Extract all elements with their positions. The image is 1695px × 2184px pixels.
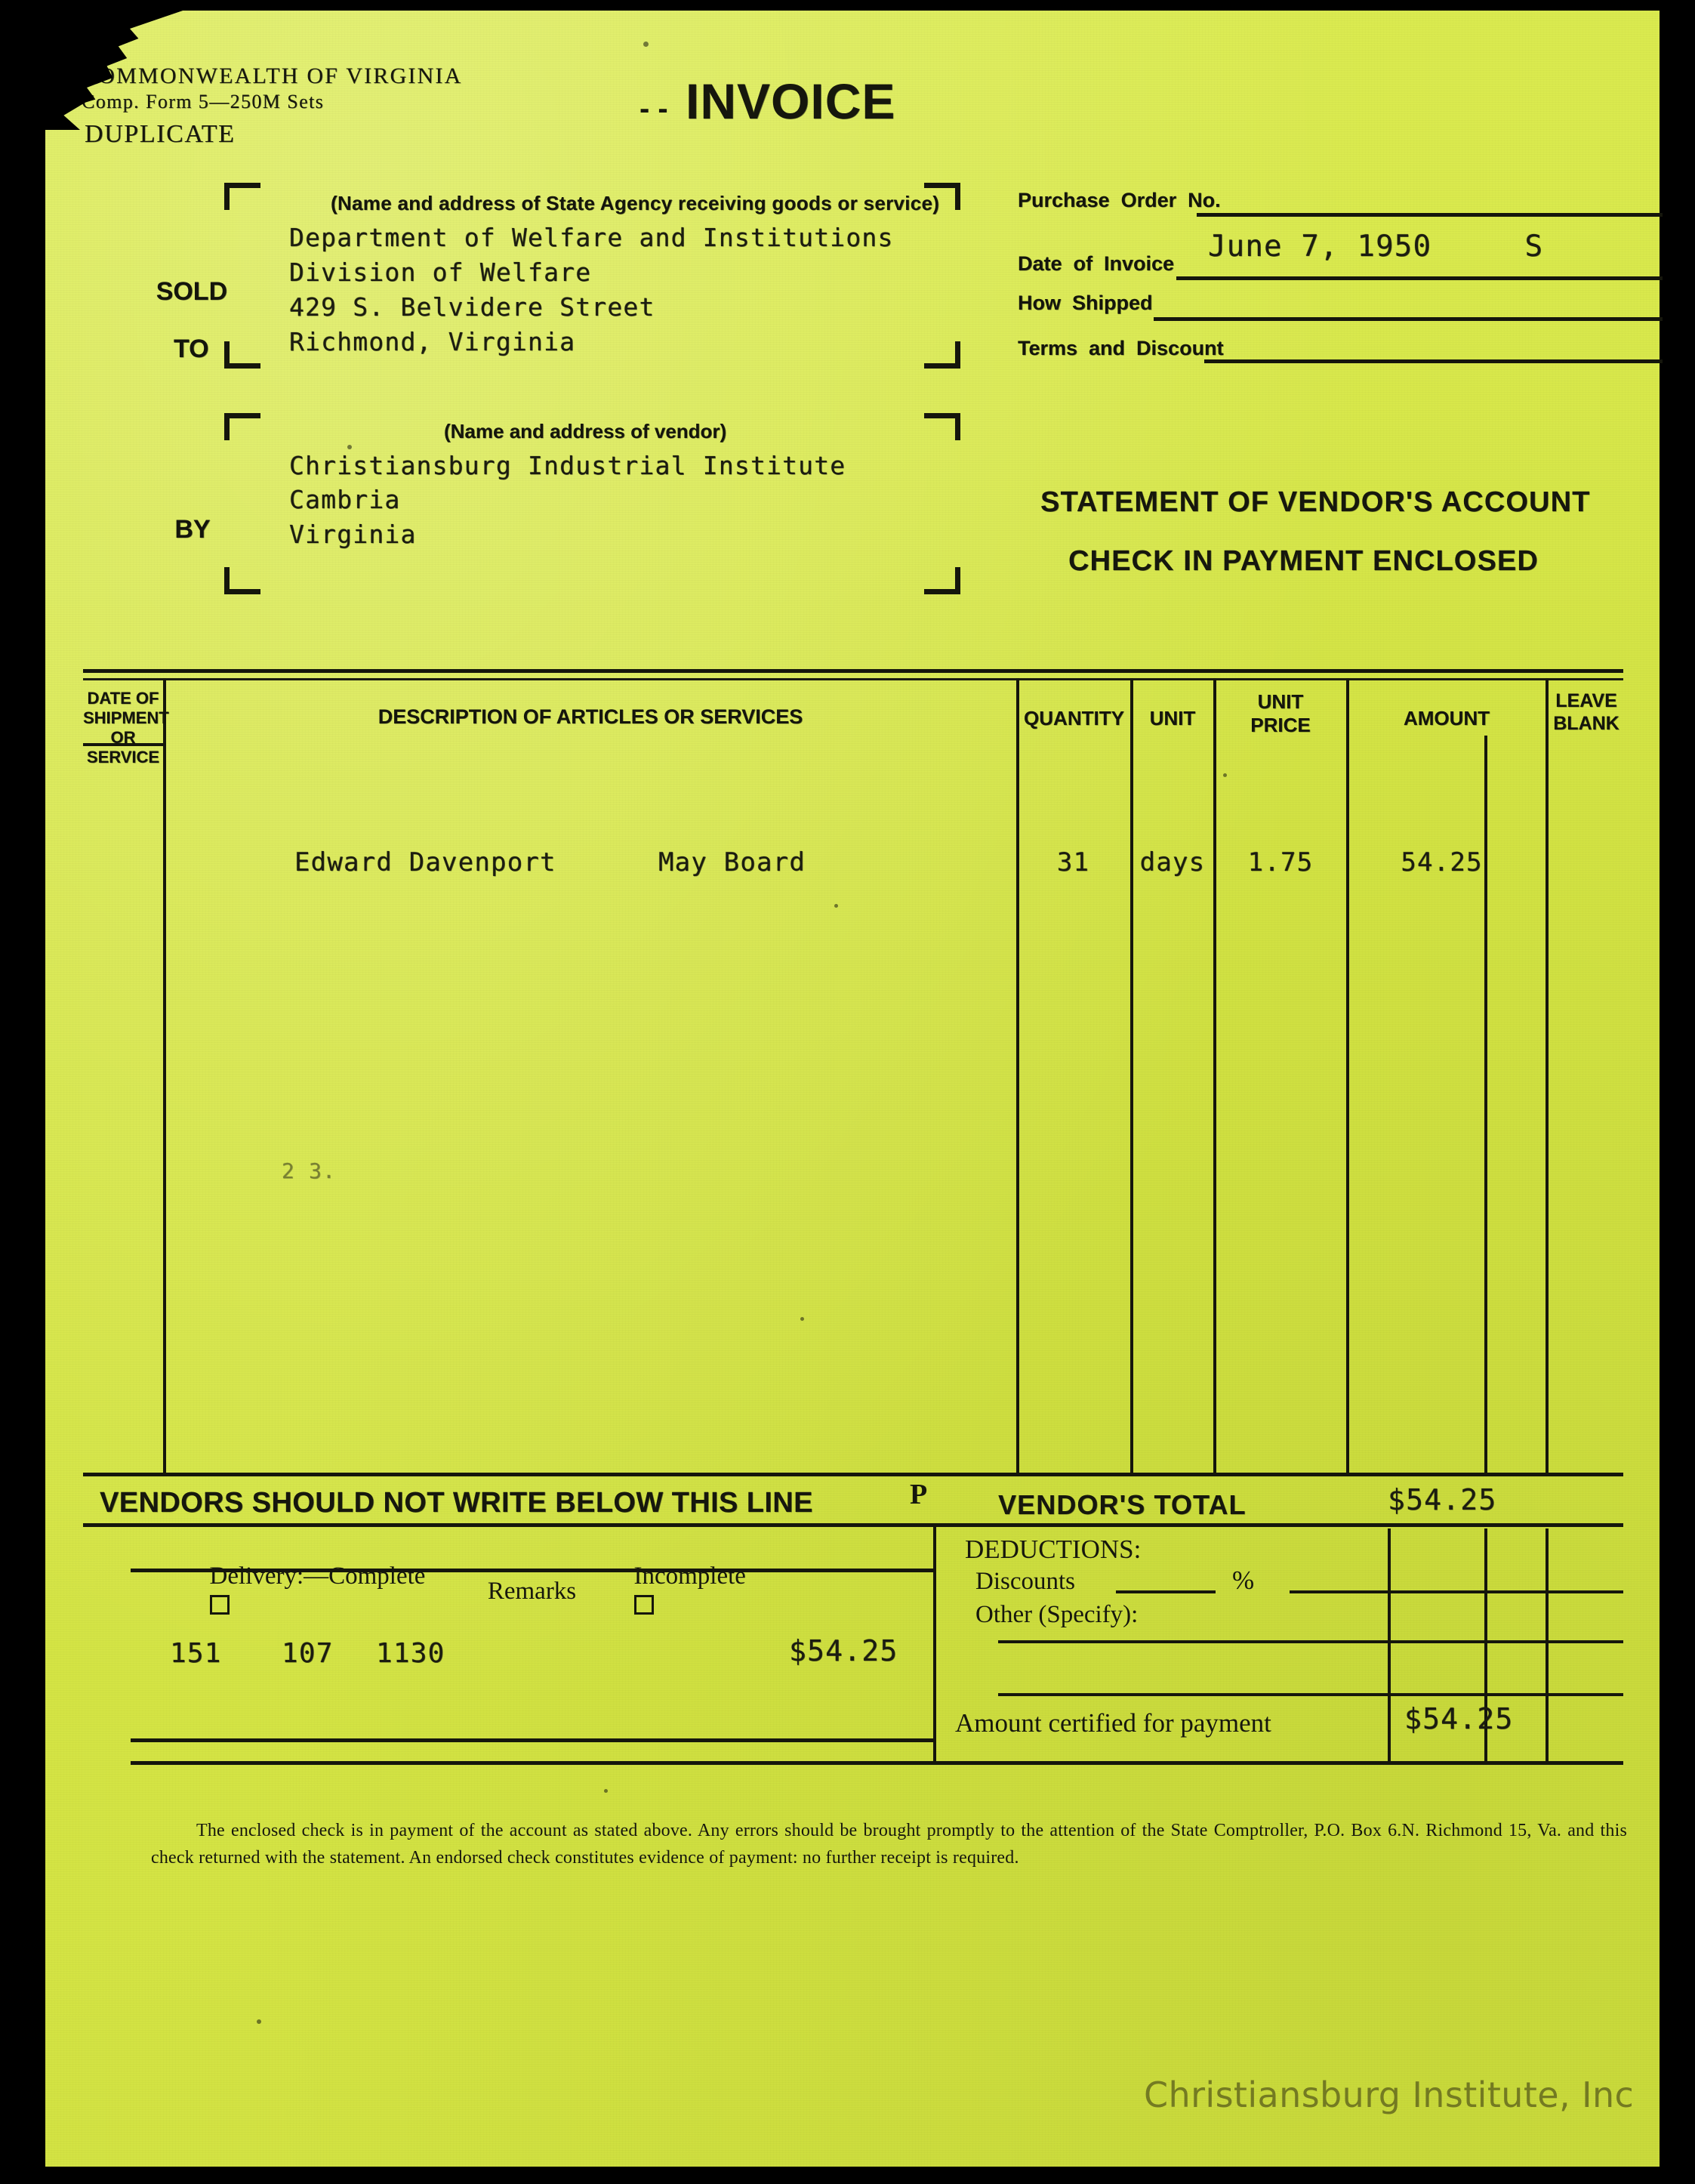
check-enclosed-line: CHECK IN PAYMENT ENCLOSED — [1068, 545, 1539, 577]
paper-speck — [800, 1317, 804, 1321]
remarks-label: Remarks — [487, 1578, 577, 1605]
field-value-date-of-invoice[interactable]: June 7, 1950 S — [1208, 230, 1544, 264]
field-label-date-of-invoice: Date of Invoice — [1018, 252, 1175, 275]
sold-to-label-line1: SOLD — [156, 277, 228, 307]
table-header-leave-blank: LEAVE BLANK — [1553, 690, 1619, 734]
paper-speck — [643, 42, 649, 47]
deductions-heading: DEDUCTIONS: — [965, 1535, 1142, 1564]
table-bottom-rule — [83, 1473, 1623, 1476]
deductions-col-divider-leave-blank — [1546, 1528, 1549, 1764]
table-col-divider-amount — [1346, 678, 1349, 1475]
row-quantity: 31 — [1056, 847, 1090, 878]
stray-pencil-mark: 2 3. — [282, 1158, 337, 1183]
vendor-caption: (Name and address of vendor) — [444, 420, 727, 443]
field-label-terms-and-discount: Terms and Discount — [1018, 337, 1224, 359]
remark-code-3: 1130 — [376, 1638, 445, 1669]
discounts-label: Discounts — [975, 1568, 1075, 1595]
sold-to-line-3: 429 S. Belvidere Street — [289, 292, 655, 322]
table-header-description: DESCRIPTION OF ARTICLES OR SERVICES — [378, 705, 803, 728]
sold-to-label-line2: TO — [174, 335, 209, 364]
vendors-warning-text: VENDORS SHOULD NOT WRITE BELOW THIS LINE — [100, 1487, 813, 1519]
table-header-date-of-shipment: DATE OF SHIPMENT OR SERVICE — [83, 689, 169, 767]
delivery-incomplete-label: Incomplete — [596, 1535, 746, 1646]
table-col-divider-quantity — [1016, 678, 1019, 1475]
amount-certified-label: Amount certified for payment — [955, 1708, 1271, 1738]
lower-section-bottom-rule — [131, 1761, 1623, 1765]
row-unit: days — [1139, 847, 1206, 878]
table-top-rule-outer — [83, 669, 1623, 673]
paper-speck — [257, 2019, 261, 2024]
table-header-unit: UNIT — [1149, 707, 1196, 730]
warning-bar-bottom-rule — [83, 1523, 1623, 1527]
row-description-detail: May Board — [658, 847, 806, 878]
lower-section-divider — [933, 1523, 936, 1764]
vendors-total-value: $54.25 — [1388, 1483, 1497, 1516]
table-header-unit-price: UNIT PRICE — [1250, 690, 1311, 736]
field-rule-date-of-invoice[interactable] — [1176, 276, 1663, 280]
sold-to-caption: (Name and address of State Agency receiv… — [331, 192, 940, 214]
fine-print-notice: The enclosed check is in payment of the … — [151, 1821, 1627, 1868]
delivery-row-bottom-rule — [131, 1569, 933, 1572]
discounts-value-rule[interactable] — [1116, 1590, 1216, 1593]
row-unit-price: 1.75 — [1247, 847, 1314, 878]
paper-speck — [347, 445, 352, 449]
table-col-divider-cents — [1484, 736, 1487, 1476]
table-col-divider-unit — [1130, 678, 1133, 1475]
table-col-divider-date — [163, 678, 166, 1475]
field-label-how-shipped: How Shipped — [1018, 292, 1153, 314]
initial-stamp: P — [910, 1479, 928, 1510]
delivery-complete-checkbox[interactable] — [209, 1595, 230, 1615]
sold-to-line-4: Richmond, Virginia — [289, 327, 576, 356]
row-amount: 54.25 — [1401, 847, 1483, 878]
paper-speck — [1223, 773, 1227, 777]
vendor-line-2: Cambria — [289, 485, 401, 514]
deduction-amount-rule-2[interactable] — [998, 1640, 1623, 1643]
vendor-label: BY — [174, 515, 211, 544]
paper-speck — [834, 904, 838, 908]
delivery-incomplete-checkbox[interactable] — [633, 1595, 654, 1615]
percent-symbol: % — [1232, 1566, 1255, 1595]
amount-certified-value: $54.25 — [1404, 1702, 1514, 1735]
table-header-quantity: QUANTITY — [1024, 707, 1124, 730]
statement-of-account-line: STATEMENT OF VENDOR'S ACCOUNT — [1040, 486, 1591, 518]
sold-to-line-2: Division of Welfare — [289, 258, 592, 287]
archive-watermark: Christiansburg Institute, Inc — [1144, 2074, 1635, 2115]
deductions-col-divider-amount — [1388, 1528, 1391, 1764]
remarks-box-bottom-rule — [131, 1738, 933, 1742]
form-number-line: Comp. Form 5—250M Sets — [82, 91, 325, 113]
vendor-line-1: Christiansburg Industrial Institute — [289, 451, 846, 480]
table-col-divider-unit-price — [1213, 678, 1216, 1475]
sold-to-line-1: Department of Welfare and Institutions — [289, 223, 894, 252]
deduction-amount-rule-3[interactable] — [998, 1693, 1623, 1696]
deduction-amount-rule-1[interactable] — [1290, 1590, 1623, 1593]
remark-code-1: 151 — [170, 1638, 222, 1669]
field-rule-purchase-order[interactable] — [1197, 213, 1663, 217]
duplicate-marker: DUPLICATE — [85, 120, 236, 148]
commonwealth-header: COMMONWEALTH OF VIRGINIA — [82, 63, 463, 88]
delivery-prefix-text: Delivery:—Complete — [209, 1562, 426, 1590]
vendor-line-3: Virginia — [289, 520, 417, 549]
deductions-col-divider-cents — [1484, 1528, 1487, 1764]
remark-code-2: 107 — [282, 1638, 334, 1669]
field-rule-terms-and-discount[interactable] — [1204, 359, 1663, 363]
paper-speck — [604, 1789, 608, 1793]
other-specify-label: Other (Specify): — [975, 1601, 1139, 1628]
table-header-amount: AMOUNT — [1403, 707, 1490, 730]
table-top-rule-inner — [83, 678, 1623, 680]
vendors-total-label: VENDOR'S TOTAL — [998, 1489, 1247, 1520]
sold-to-label: SOLD TO — [113, 248, 227, 392]
field-rule-how-shipped[interactable] — [1154, 317, 1663, 321]
table-col-divider-leave-blank — [1546, 678, 1549, 1475]
row-description-name: Edward Davenport — [294, 847, 556, 878]
invoice-paper: COMMONWEALTH OF VIRGINIA Comp. Form 5—25… — [44, 9, 1663, 2167]
page-title: INVOICE — [686, 73, 896, 129]
delivery-incomplete-text: Incomplete — [633, 1562, 746, 1590]
delivery-complete-label: Delivery:—Complete — [172, 1535, 425, 1646]
title-dash-artifact: - - — [639, 92, 668, 125]
table-header-bottom-rule — [83, 743, 166, 746]
remark-amount: $54.25 — [789, 1634, 898, 1667]
field-label-purchase-order: Purchase Order No. — [1018, 189, 1221, 211]
